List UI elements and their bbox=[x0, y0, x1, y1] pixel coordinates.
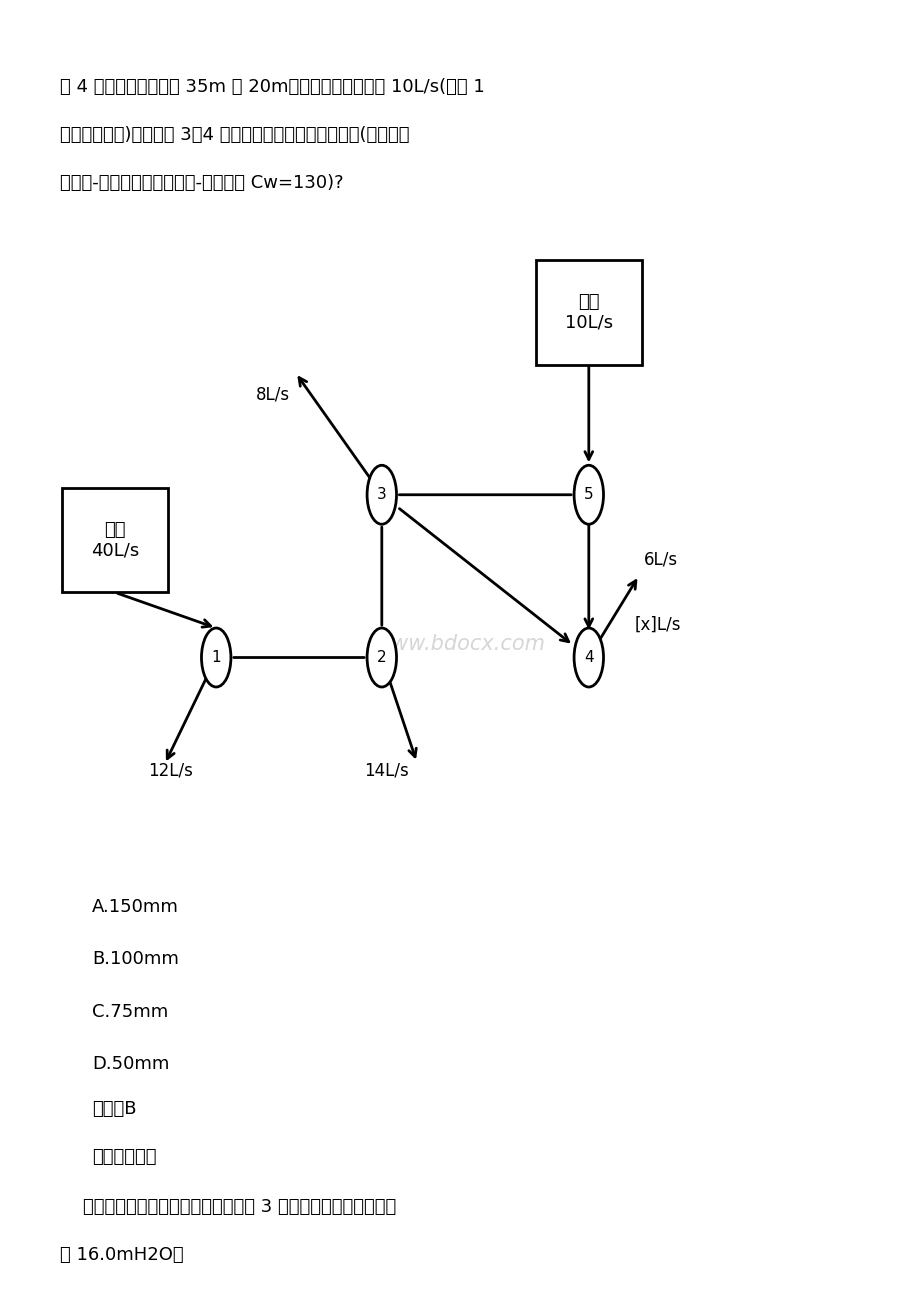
Ellipse shape bbox=[367, 465, 396, 525]
Text: 8L/s: 8L/s bbox=[255, 385, 289, 404]
Text: 水塔
10L/s: 水塔 10L/s bbox=[564, 293, 612, 332]
Ellipse shape bbox=[573, 628, 603, 687]
Text: 6L/s: 6L/s bbox=[643, 551, 677, 569]
Text: 12L/s: 12L/s bbox=[148, 762, 192, 780]
Text: 5: 5 bbox=[584, 487, 593, 503]
Text: 按海曽-威廉公式计算，海曽-威廉系数 Cw=130)?: 按海曽-威廉公式计算，海曽-威廉系数 Cw=130)? bbox=[60, 174, 343, 193]
Text: 水厂
40L/s: 水厂 40L/s bbox=[91, 521, 139, 560]
Text: 3: 3 bbox=[377, 487, 386, 503]
Text: 为 16.0mH2O。: 为 16.0mH2O。 bbox=[60, 1246, 183, 1264]
Ellipse shape bbox=[367, 628, 396, 687]
FancyBboxPatch shape bbox=[536, 260, 641, 365]
Ellipse shape bbox=[573, 465, 603, 525]
Text: 2: 2 bbox=[377, 650, 386, 665]
Text: C.75mm: C.75mm bbox=[92, 1003, 168, 1021]
Text: 配水节点最小服务水头按满足居民楼 3 层考虑，其最小自由水压: 配水节点最小服务水头按满足居民楼 3 层考虑，其最小自由水压 bbox=[60, 1198, 395, 1216]
Text: 解答：解法一: 解答：解法一 bbox=[92, 1148, 156, 1167]
Text: B.100mm: B.100mm bbox=[92, 950, 178, 969]
Text: A.150mm: A.150mm bbox=[92, 898, 178, 917]
Text: 个火灾点考虑)。则管段 3～4 合理的最小管径应为下列哪项(水头损失: 个火灾点考虑)。则管段 3～4 合理的最小管径应为下列哪项(水头损失 bbox=[60, 126, 409, 145]
Text: 4: 4 bbox=[584, 650, 593, 665]
Text: www.bdocx.com: www.bdocx.com bbox=[374, 634, 545, 655]
Ellipse shape bbox=[201, 628, 231, 687]
Text: 点 4 的地面标高分别为 35m 和 20m，城镇消防用水量为 10L/s(且按 1: 点 4 的地面标高分别为 35m 和 20m，城镇消防用水量为 10L/s(且按… bbox=[60, 78, 484, 96]
Text: 1: 1 bbox=[211, 650, 221, 665]
Text: 14L/s: 14L/s bbox=[364, 762, 408, 780]
Text: D.50mm: D.50mm bbox=[92, 1055, 169, 1073]
Text: [x]L/s: [x]L/s bbox=[634, 616, 681, 634]
FancyBboxPatch shape bbox=[62, 488, 168, 592]
Text: 答案：B: 答案：B bbox=[92, 1100, 136, 1118]
